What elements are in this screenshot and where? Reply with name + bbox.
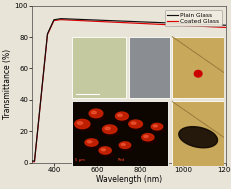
Ellipse shape — [90, 115, 105, 119]
Ellipse shape — [179, 127, 218, 148]
Plain Glass — [225, 24, 228, 26]
Ellipse shape — [144, 135, 148, 138]
Legend: Plain Glass, Coated Glass: Plain Glass, Coated Glass — [165, 10, 222, 26]
FancyBboxPatch shape — [72, 37, 127, 98]
Text: 5 μm: 5 μm — [75, 158, 85, 162]
Ellipse shape — [142, 134, 154, 141]
Ellipse shape — [143, 139, 156, 143]
Ellipse shape — [131, 122, 136, 124]
Ellipse shape — [119, 142, 131, 149]
Y-axis label: Transmittance (%): Transmittance (%) — [3, 49, 12, 119]
Ellipse shape — [91, 111, 96, 114]
Coated Glass — [225, 26, 228, 29]
FancyBboxPatch shape — [129, 37, 170, 98]
Text: Red: Red — [117, 158, 125, 162]
Plain Glass — [199, 23, 201, 25]
Coated Glass — [169, 24, 172, 26]
Line: Plain Glass: Plain Glass — [32, 19, 226, 161]
Coated Glass — [82, 20, 85, 22]
Coated Glass — [114, 21, 117, 23]
Plain Glass — [177, 22, 180, 25]
Ellipse shape — [75, 119, 90, 129]
FancyBboxPatch shape — [72, 101, 168, 166]
Ellipse shape — [118, 114, 122, 116]
Ellipse shape — [100, 153, 113, 156]
Ellipse shape — [77, 122, 83, 124]
Line: Coated Glass: Coated Glass — [32, 20, 226, 162]
Ellipse shape — [89, 109, 103, 118]
Plain Glass — [169, 22, 172, 24]
Plain Glass — [82, 18, 85, 21]
Coated Glass — [199, 25, 201, 27]
Ellipse shape — [129, 120, 143, 128]
Coated Glass — [59, 19, 62, 21]
FancyBboxPatch shape — [172, 37, 224, 98]
Circle shape — [194, 70, 202, 77]
Ellipse shape — [153, 125, 157, 127]
Ellipse shape — [101, 149, 106, 151]
Ellipse shape — [121, 143, 125, 146]
Ellipse shape — [130, 126, 145, 130]
Coated Glass — [31, 161, 34, 163]
Ellipse shape — [87, 141, 92, 143]
Plain Glass — [31, 160, 34, 162]
Ellipse shape — [116, 118, 131, 122]
Ellipse shape — [120, 147, 133, 151]
Ellipse shape — [151, 123, 163, 130]
Ellipse shape — [116, 112, 128, 120]
X-axis label: Wavelength (nm): Wavelength (nm) — [96, 175, 162, 184]
Ellipse shape — [103, 125, 117, 134]
Ellipse shape — [86, 145, 100, 148]
FancyBboxPatch shape — [172, 101, 224, 166]
Plain Glass — [59, 17, 62, 20]
Coated Glass — [52, 20, 55, 23]
Ellipse shape — [75, 126, 92, 130]
Coated Glass — [177, 24, 180, 26]
Plain Glass — [52, 19, 55, 22]
Ellipse shape — [152, 129, 165, 132]
Ellipse shape — [85, 139, 98, 146]
Plain Glass — [114, 20, 117, 22]
Ellipse shape — [103, 131, 119, 135]
Ellipse shape — [99, 147, 111, 154]
Ellipse shape — [105, 127, 110, 130]
